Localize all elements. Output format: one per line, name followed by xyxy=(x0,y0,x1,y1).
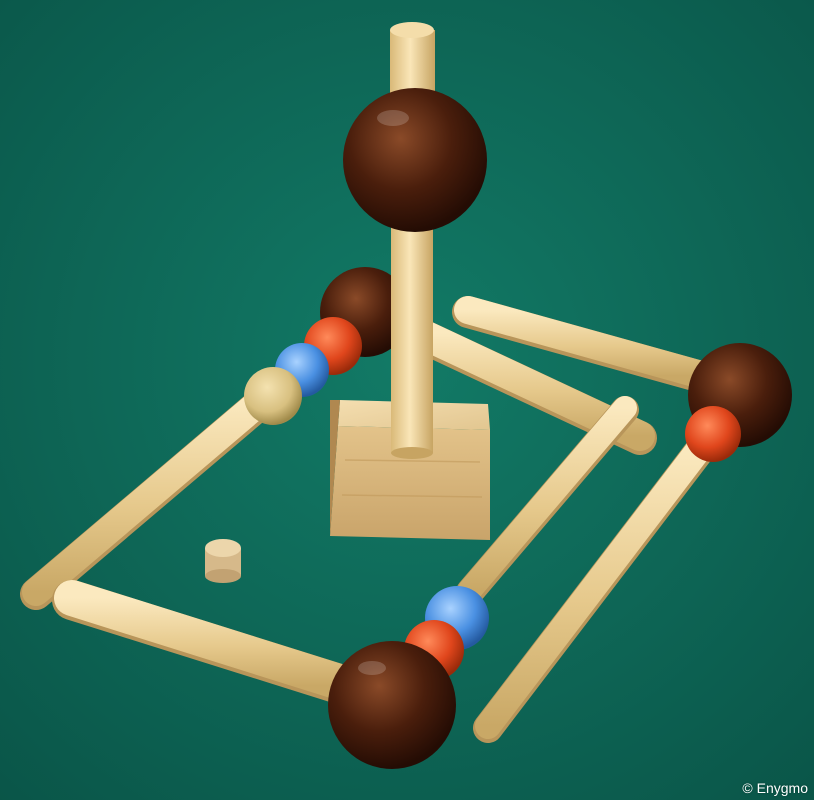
brown-ball-top xyxy=(343,88,487,232)
dowel-back-right xyxy=(452,296,721,394)
red-bead-right xyxy=(685,406,741,462)
dowel-center-right xyxy=(456,396,639,606)
dowel-front-bottom xyxy=(52,580,372,708)
wooden-plug xyxy=(205,539,241,583)
photo-credit: © Enygmo xyxy=(742,780,808,796)
vertical-post xyxy=(390,22,435,459)
natural-bead-left xyxy=(244,367,302,425)
brown-ball-front xyxy=(328,641,456,769)
dowel-right-front xyxy=(473,435,715,743)
dowel-left xyxy=(20,386,278,610)
